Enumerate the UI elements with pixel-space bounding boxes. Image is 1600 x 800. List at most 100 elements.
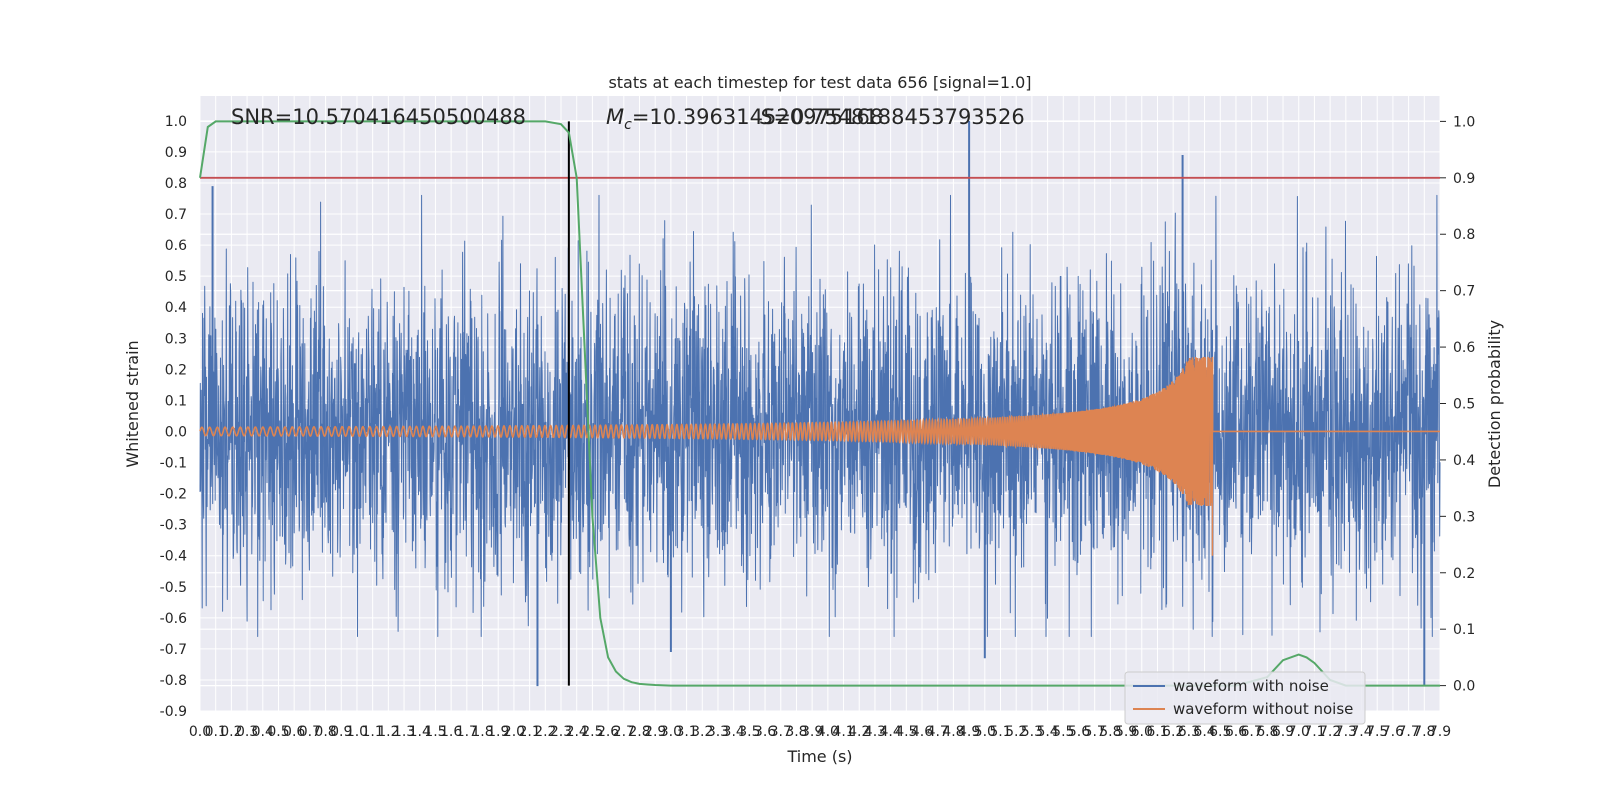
x-tick-label: 4.3 [864,724,886,740]
x-tick-label: 5.2 [1005,724,1027,740]
x-tick-label: 6.2 [1162,724,1184,740]
y-tick-label: -0.2 [160,487,187,503]
y-axis-label: Whitened strain [123,340,142,467]
y2-tick-label: 0.7 [1453,284,1475,300]
x-axis-ticks: 0.00.10.20.30.40.50.60.70.80.91.01.11.21… [189,724,1451,740]
x-tick-label: 2.2 [534,724,556,740]
x-tick-label: 4.8 [942,724,964,740]
y2-tick-label: 0.8 [1453,227,1475,243]
x-tick-label: 7.2 [1319,724,1341,740]
y-tick-label: 0.4 [165,300,187,316]
y-tick-label: 0.8 [165,176,187,192]
x-tick-label: 3.1 [675,724,697,740]
y2-tick-label: 0.2 [1453,566,1475,582]
y-tick-label: -0.4 [160,549,187,565]
x-tick-label: 5.8 [1099,724,1121,740]
x-tick-label: 1.1 [362,724,384,740]
x-tick-label: 5.6 [1068,724,1090,740]
x-tick-label: 1.6 [440,724,462,740]
legend-label-noise: waveform with noise [1173,677,1329,695]
x-tick-label: 5.4 [1036,724,1058,740]
x-tick-label: 7.6 [1382,724,1404,740]
x-tick-label: 4.7 [927,724,949,740]
x-tick-label: 3.9 [801,724,823,740]
x-tick-label: 5.3 [1021,724,1043,740]
x-tick-label: 0.8 [314,724,336,740]
x-tick-label: 2.6 [597,724,619,740]
y-tick-label: 0.2 [165,362,187,378]
x-tick-label: 1.2 [377,724,399,740]
y-tick-label: 0.6 [165,238,187,254]
x-tick-label: 0.0 [189,724,211,740]
x-tick-label: 1.7 [456,724,478,740]
clean-waveform-line [199,356,1440,507]
x-tick-label: 5.5 [1052,724,1074,740]
legend-label-clean: waveform without noise [1173,700,1353,718]
y2-tick-label: 0.0 [1453,679,1475,695]
y-tick-label: 0.1 [165,393,187,409]
x-tick-label: 7.8 [1413,724,1435,740]
x-tick-label: 4.0 [817,724,839,740]
x-tick-label: 5.7 [1084,724,1106,740]
x-tick-label: 1.4 [409,724,431,740]
x-tick-label: 1.5 [424,724,446,740]
x-tick-label: 3.8 [785,724,807,740]
y-tick-label: -0.1 [160,456,187,472]
y2-tick-label: 0.6 [1453,340,1475,356]
overlap-annotation: S=0.7548188453793526 [760,105,1025,129]
x-tick-label: 7.7 [1397,724,1419,740]
y-tick-label: -0.6 [160,611,187,627]
x-tick-label: 0.1 [205,724,227,740]
x-tick-label: 0.6 [283,724,305,740]
y-tick-label: -0.5 [160,580,187,596]
x-tick-label: 1.9 [487,724,509,740]
y2-tick-label: 1.0 [1453,114,1475,130]
x-tick-label: 7.4 [1350,724,1372,740]
y2-tick-label: 0.5 [1453,397,1475,413]
y2-tick-label: 0.9 [1453,171,1475,187]
x-tick-label: 4.5 [895,724,917,740]
y-tick-label: 0.5 [165,269,187,285]
y-tick-label: 0.3 [165,331,187,347]
x-tick-label: 6.7 [1241,724,1263,740]
x-tick-label: 3.2 [691,724,713,740]
chirp-mass-symbol: M [606,105,624,129]
detection-probability-line [199,120,1440,687]
x-tick-label: 6.9 [1272,724,1294,740]
x-tick-label: 0.3 [236,724,258,740]
x-tick-label: 3.3 [707,724,729,740]
y2-axis-ticks: 0.0 0.1 0.2 0.3 0.4 0.5 0.6 0.7 0.8 0.9 1.0 [1440,114,1475,695]
legend-box [1124,671,1366,725]
y-axis-ticks: -0.9 -0.8 -0.7 -0.6 -0.5 -0.4 -0.3 -0.2 -0.1 0.0 0… [160,114,187,720]
x-tick-label: 7.3 [1335,724,1357,740]
x-tick-label: 2.1 [518,724,540,740]
x-tick-label: 6.8 [1256,724,1278,740]
y2-tick-label: 0.4 [1453,453,1475,469]
legend: waveform with noise waveform without noi… [1124,671,1366,725]
x-tick-label: 6.6 [1225,724,1247,740]
x-tick-label: 5.1 [989,724,1011,740]
chirp-mass-subscript: c [624,117,632,133]
x-tick-label: 3.6 [754,724,776,740]
chart-title: stats at each timestep for test data 656… [608,73,1031,92]
y-tick-label: 0.7 [165,207,187,223]
x-tick-label: 6.5 [1209,724,1231,740]
y-tick-label: -0.8 [160,673,187,689]
x-tick-label: 2.4 [566,724,588,740]
x-tick-label: 4.6 [911,724,933,740]
x-tick-label: 6.4 [1193,724,1215,740]
x-tick-label: 2.3 [550,724,572,740]
x-tick-label: 3.0 [660,724,682,740]
x-tick-label: 3.7 [770,724,792,740]
x-tick-label: 2.5 [581,724,603,740]
y-tick-label: 1.0 [165,114,187,130]
x-tick-label: 4.1 [832,724,854,740]
overlap-value: =0.7548188453793526 [773,105,1024,129]
x-tick-label: 6.0 [1131,724,1153,740]
x-tick-label: 7.1 [1303,724,1325,740]
x-tick-label: 6.1 [1146,724,1168,740]
x-tick-label: 0.5 [267,724,289,740]
x-tick-label: 4.4 [880,724,902,740]
x-tick-label: 0.7 [299,724,321,740]
